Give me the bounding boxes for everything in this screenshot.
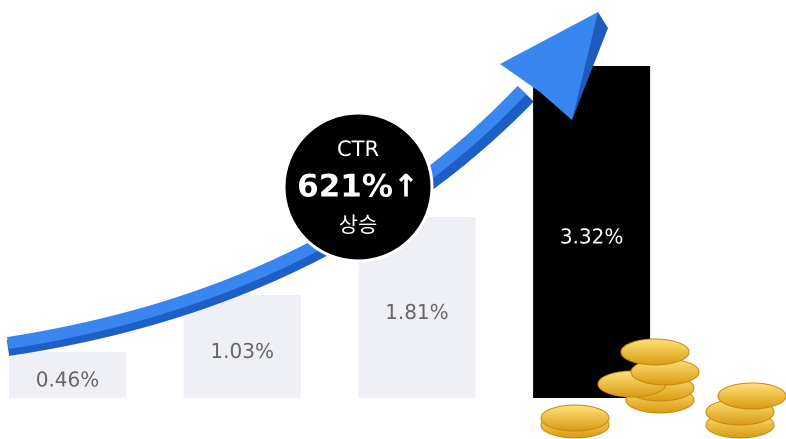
value-label: 1.03%: [210, 339, 274, 363]
callout: CTR 621%↑ 상승: [284, 113, 432, 261]
value-label: 0.46%: [36, 368, 100, 392]
value-label: 3.32%: [560, 225, 624, 249]
value-label: 1.81%: [385, 300, 449, 324]
coin: [541, 405, 609, 431]
callout-label: CTR: [337, 137, 379, 161]
callout-value: 621%↑: [297, 169, 419, 205]
callout-note: 상승: [339, 213, 378, 237]
chart: 0.46% 1.03% 1.81% 3.32% CTR 621%↑ 상승: [0, 0, 786, 439]
coin: [621, 339, 689, 365]
coin: [718, 383, 786, 409]
